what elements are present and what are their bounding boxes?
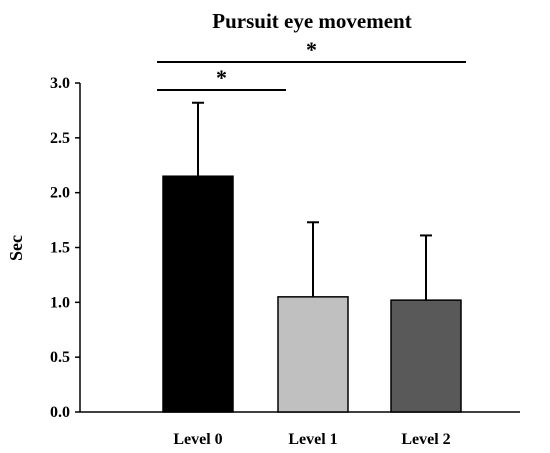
y-tick-label: 2.5 (50, 130, 70, 147)
bar-level-2 (390, 299, 462, 413)
bar-level-0 (162, 175, 234, 413)
significance-marker: * (216, 65, 227, 90)
y-tick-label: 2.0 (50, 185, 70, 202)
plot-area: 0.0 0.5 1.0 1.5 2.0 2.5 3.0 Level 0 Level 1 Level… (50, 37, 520, 448)
chart-title: Pursuit eye movement (212, 9, 411, 33)
x-tick-label: Level 1 (288, 431, 337, 448)
y-tick-label: 3.0 (50, 75, 70, 92)
y-tick-label: 1.0 (50, 294, 70, 311)
x-tick-label: Level 2 (401, 431, 450, 448)
x-tick-label: Level 0 (173, 431, 222, 448)
significance-marker: * (306, 37, 317, 62)
bar-level-1 (277, 296, 349, 413)
y-axis-label: Sec (6, 235, 26, 261)
y-tick-label: 1.5 (50, 240, 70, 257)
y-tick-label: 0.5 (50, 349, 70, 366)
y-tick-label: 0.0 (50, 404, 70, 421)
